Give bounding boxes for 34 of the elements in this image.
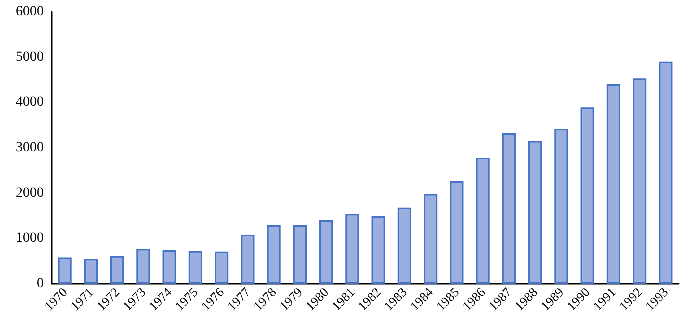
bar	[502, 133, 516, 284]
y-tick-label: 3000	[16, 140, 44, 156]
bar	[241, 235, 255, 284]
bar	[372, 216, 386, 284]
y-tick-label: 1000	[16, 231, 44, 246]
y-tick-label: 5000	[16, 50, 44, 65]
bar	[136, 249, 150, 284]
x-tick-label: 1991	[590, 284, 619, 314]
y-tick-label: 4000	[16, 95, 44, 110]
bar	[476, 158, 490, 284]
bar	[320, 220, 334, 284]
bar	[162, 250, 176, 284]
bar	[293, 226, 307, 284]
bar	[267, 226, 281, 284]
bar	[580, 108, 594, 284]
bar	[346, 214, 360, 284]
bar	[398, 208, 412, 284]
x-tick-label: 1981	[328, 284, 358, 314]
y-tick-label: 2000	[16, 186, 44, 201]
bar	[554, 128, 568, 284]
y-tick-label: 0	[37, 276, 44, 292]
y-tick-label: 6000	[16, 4, 44, 20]
bar	[58, 258, 72, 284]
bar	[424, 194, 438, 284]
bar	[450, 182, 464, 284]
bar	[606, 84, 620, 284]
bar	[84, 259, 98, 284]
bar	[110, 256, 124, 284]
x-tick-label: 1971	[68, 284, 96, 314]
bar	[659, 62, 673, 284]
bar	[528, 141, 542, 284]
bar	[215, 252, 229, 284]
bar	[633, 78, 647, 284]
bar	[188, 251, 202, 284]
